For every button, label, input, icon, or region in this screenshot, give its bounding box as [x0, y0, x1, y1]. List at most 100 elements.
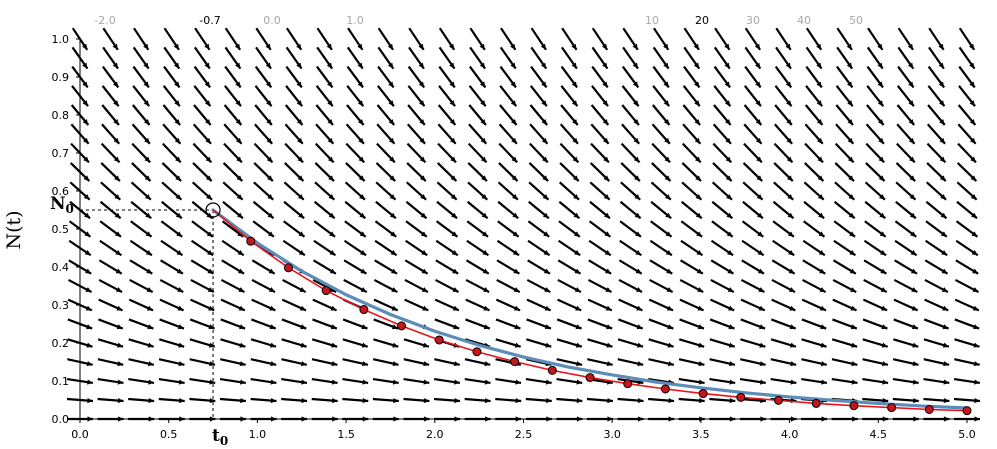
field-arrow-head [846, 62, 853, 69]
field-arrow-head [851, 342, 858, 348]
field-arrow-head [86, 324, 93, 330]
y-tick-label: 0.0 [52, 413, 70, 426]
field-arrow-head [83, 194, 90, 200]
field-arrow-head [204, 81, 211, 88]
field-arrow-head [206, 194, 213, 200]
field-arrow-head [481, 212, 488, 219]
field-arrow-head [912, 379, 919, 385]
field-arrow-head [113, 119, 119, 125]
field-arrow-head [268, 287, 276, 293]
field-arrow-head [847, 119, 853, 125]
field-arrow-head [483, 305, 490, 311]
slider-value-label[interactable]: -2.0 [94, 14, 115, 27]
initial-condition-handle[interactable] [205, 202, 221, 218]
field-arrow-head [327, 81, 333, 88]
y-tick-label: 0.9 [52, 71, 70, 84]
field-arrow-head [633, 100, 639, 107]
field-arrow-head [665, 231, 672, 237]
euler-point [660, 384, 670, 394]
field-arrow-head [728, 324, 735, 330]
field-arrow-head [145, 250, 152, 256]
field-arrow-head [787, 194, 794, 200]
field-arrow-head [423, 397, 430, 404]
slider-value-label[interactable]: 50 [849, 14, 863, 27]
field-arrow-head [789, 305, 796, 311]
field-arrow-head [696, 250, 703, 256]
field-arrow-head [421, 250, 428, 256]
field-arrow-head [235, 137, 242, 144]
field-arrow-head [970, 175, 977, 182]
field-arrow-head [851, 379, 858, 385]
field-arrow-head [326, 62, 333, 69]
y-tick-label: 0.2 [52, 337, 70, 350]
field-arrow-head [601, 43, 608, 50]
field-arrow-head [84, 231, 91, 237]
field-arrow-head [390, 231, 397, 237]
field-arrow-head [878, 156, 885, 163]
field-arrow-head [637, 361, 644, 367]
slider-value-label[interactable]: 40 [797, 14, 811, 27]
field-arrow-head [546, 397, 552, 404]
field-arrow-head [112, 62, 119, 69]
field-arrow-head [389, 175, 396, 182]
x-tick-label: 4.0 [781, 428, 799, 441]
field-arrow-head [450, 194, 457, 200]
field-arrow-head [113, 137, 120, 144]
field-arrow-head [239, 324, 246, 330]
slider-value-label[interactable]: 0.0 [263, 14, 281, 27]
slider-value-label[interactable]: 20 [695, 14, 709, 27]
y-tick-label: 0.8 [52, 109, 70, 122]
field-arrow-head [209, 379, 216, 385]
field-arrow-head [756, 156, 762, 163]
field-arrow-head [451, 231, 458, 237]
field-arrow-head [423, 361, 430, 367]
field-arrow-head [238, 287, 245, 293]
field-arrow-head [573, 194, 580, 200]
field-arrow-head [941, 250, 948, 256]
field-arrow-head [605, 305, 612, 311]
field-arrow-head [910, 231, 917, 237]
field-arrow-head [418, 81, 425, 88]
euler-point [623, 379, 633, 389]
field-arrow-head [754, 43, 761, 50]
field-arrow-head [388, 81, 394, 88]
field-arrow-head [301, 397, 308, 404]
field-arrow-head [514, 324, 521, 330]
field-arrow-head [296, 43, 302, 50]
field-arrow-head [634, 231, 641, 237]
field-arrow-head [113, 100, 119, 107]
field-arrow-head [725, 119, 731, 125]
field-arrow-head [238, 305, 245, 311]
slider-value-label[interactable]: -0.7 [199, 14, 220, 27]
euler-point [246, 236, 256, 246]
field-arrow-head [693, 43, 699, 50]
field-arrow-head [512, 231, 519, 237]
field-arrow-head [510, 100, 517, 107]
slider-value-label[interactable]: 10 [645, 14, 659, 27]
parameter-sliders[interactable]: -2.0 -0.7 0.0 1.0 10 20 30 40 50 [94, 14, 863, 27]
field-arrow-head [145, 194, 151, 200]
field-arrow-head [974, 397, 980, 404]
field-arrow-head [296, 62, 302, 69]
field-arrow-head [879, 194, 885, 200]
field-arrow-head [786, 137, 793, 144]
x-tick-label: 3.0 [603, 428, 621, 441]
field-arrow-head [939, 119, 945, 125]
euler-point [962, 406, 972, 416]
field-arrow-head [117, 379, 124, 385]
slider-value-label[interactable]: 30 [746, 14, 760, 27]
field-arrow-head [357, 62, 363, 69]
field-arrow-head [482, 268, 489, 274]
field-arrow-head [297, 194, 304, 200]
field-arrow-head [267, 194, 274, 200]
field-arrow-head [759, 379, 766, 385]
slider-value-label[interactable]: 1.0 [346, 14, 364, 27]
field-arrow-head [178, 342, 185, 348]
field-arrow-head [269, 324, 276, 330]
field-arrow-head [756, 194, 763, 200]
field-arrow-head [513, 305, 521, 311]
field-arrow-head [788, 268, 795, 274]
field-arrow-head [540, 43, 547, 50]
x-tick-label: 3.5 [692, 428, 710, 441]
field-arrow-head [327, 100, 333, 107]
